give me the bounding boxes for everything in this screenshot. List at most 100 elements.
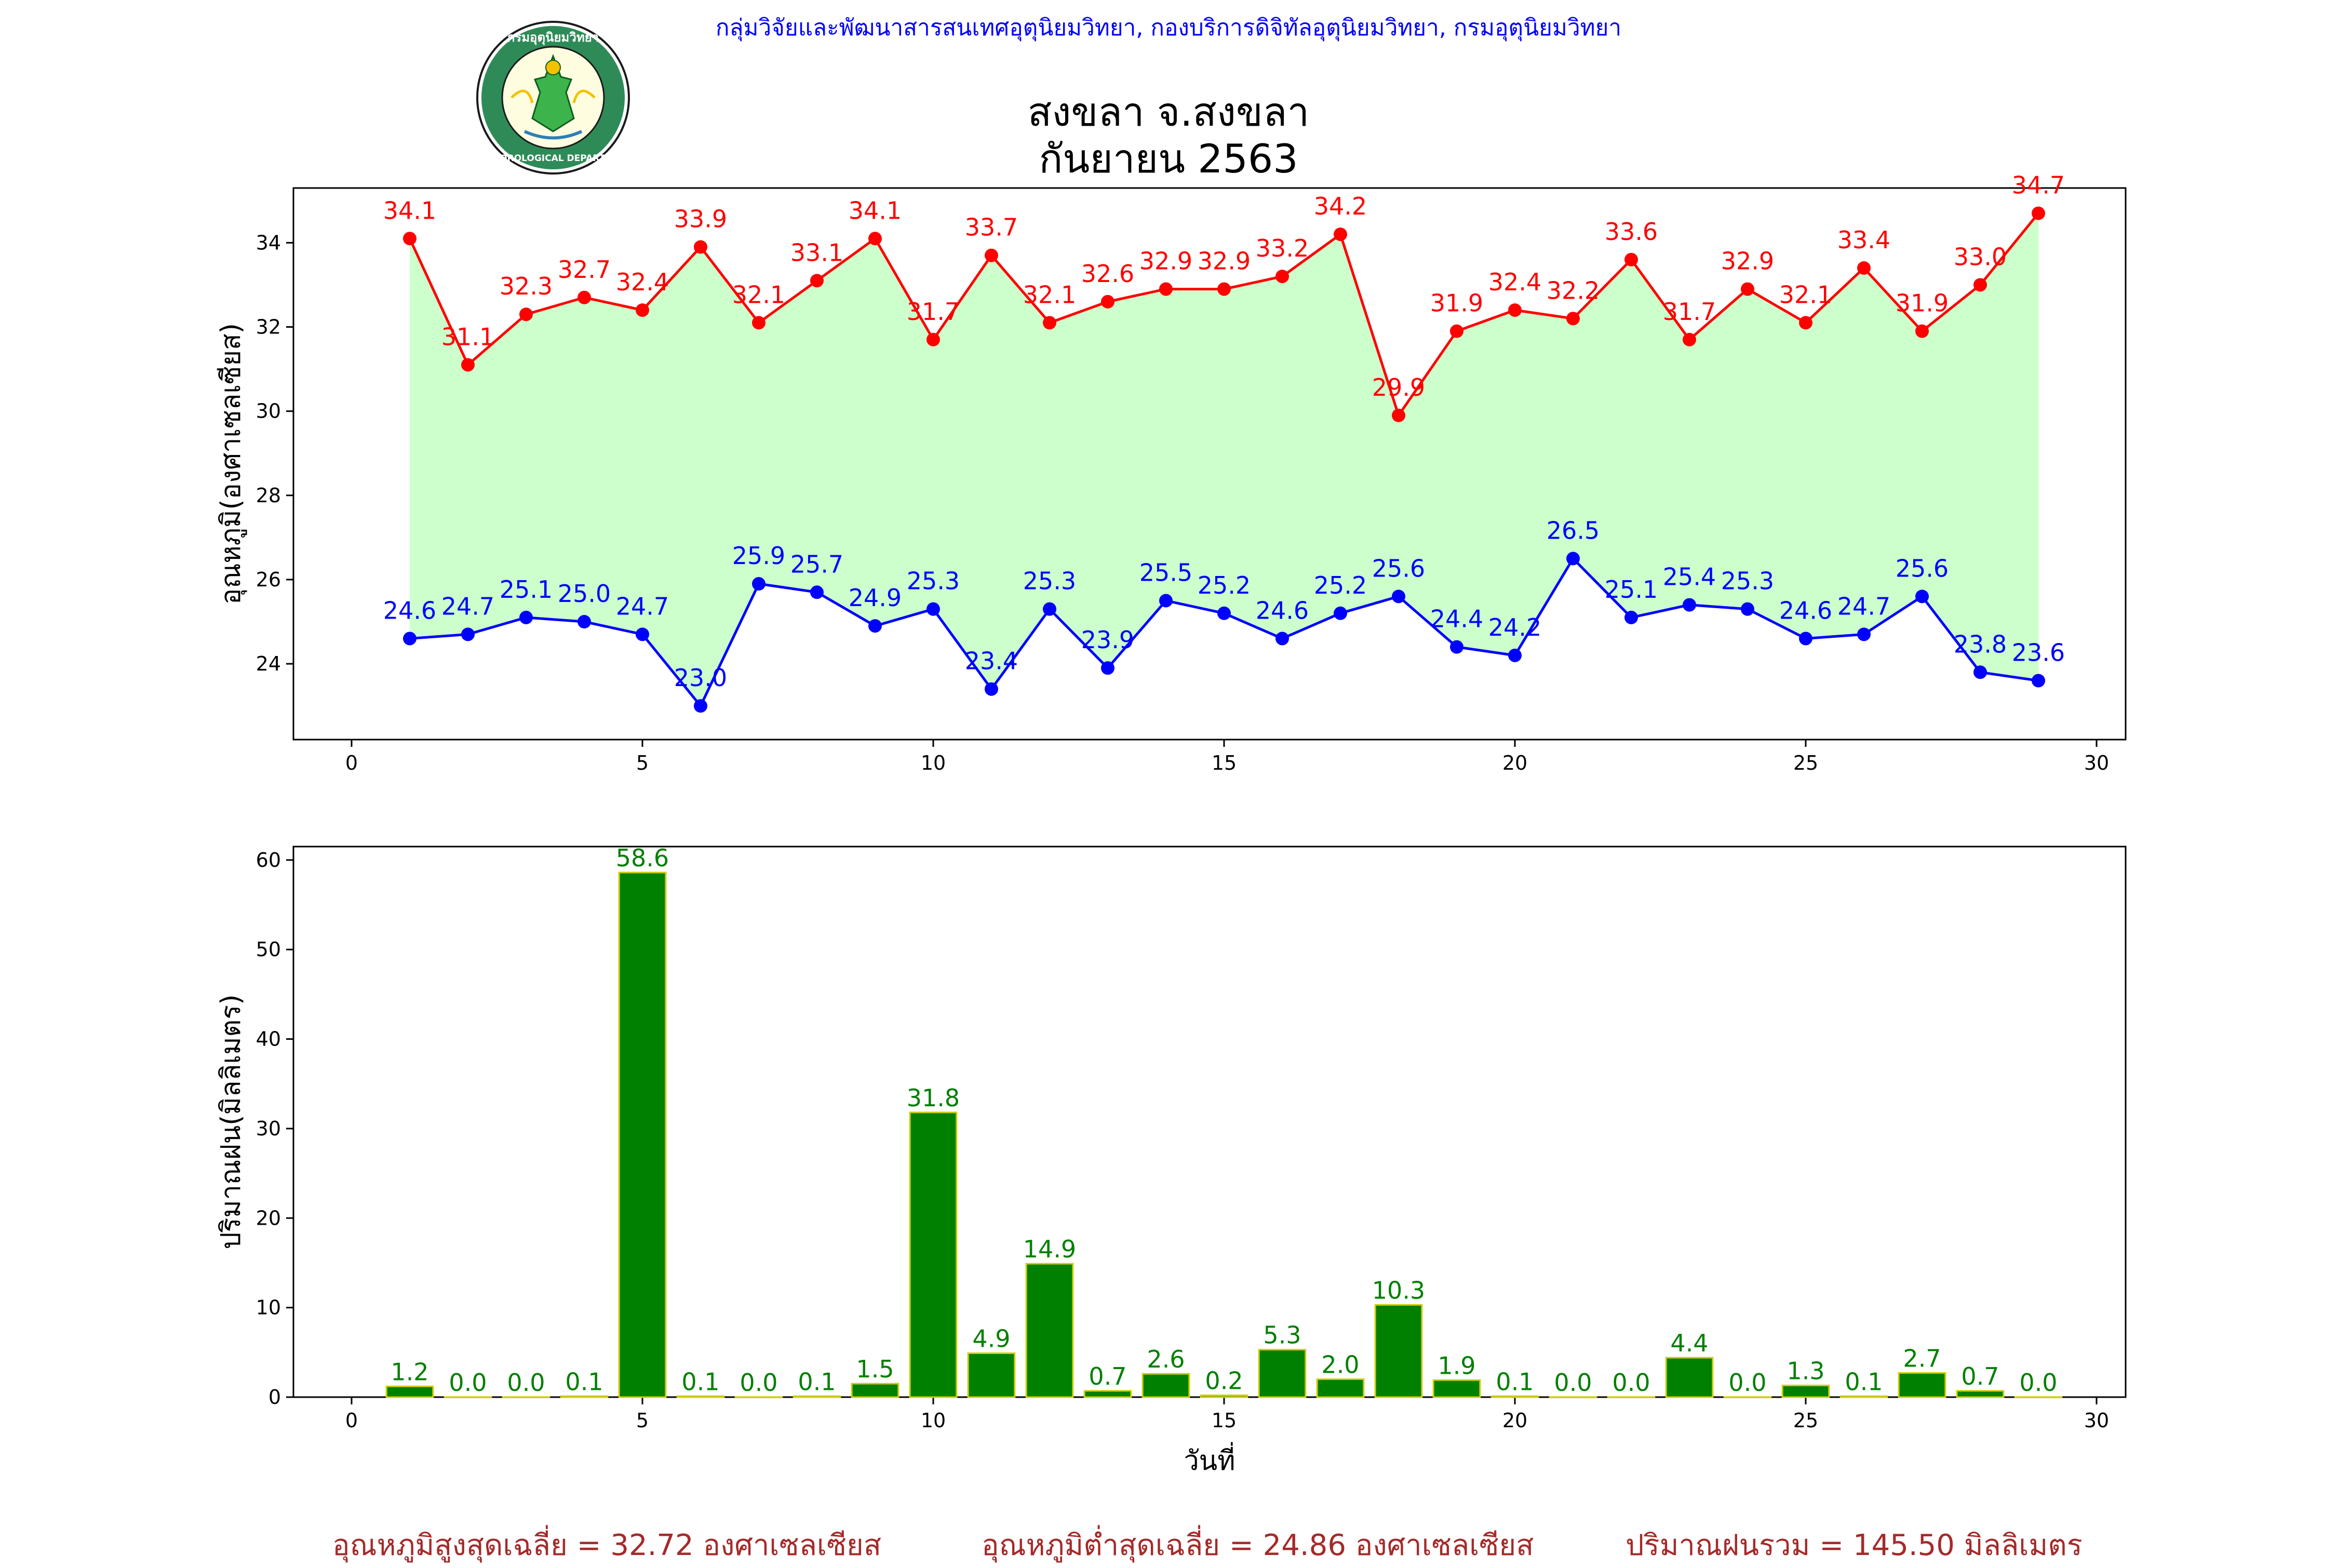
max-temp-label: 34.1 [383, 196, 436, 224]
rain-bar-label: 0.0 [449, 1369, 487, 1397]
total-rain-summary: ปริมาณฝนรวม = 145.50 มิลลิเมตร [1626, 1529, 2083, 1562]
max-temp-point [577, 290, 591, 304]
rain-bar-label: 2.6 [1147, 1345, 1185, 1373]
max-temp-label: 34.1 [849, 196, 902, 224]
rain-plot-frame [292, 846, 2127, 1398]
max-temp-label: 31.7 [907, 298, 960, 326]
max-temp-label: 32.9 [1721, 247, 1774, 275]
max-temp-point [1392, 408, 1405, 422]
max-temp-label: 32.3 [500, 272, 553, 300]
rain-x-tick-label: 5 [636, 1409, 649, 1432]
max-temp-point [926, 332, 940, 346]
temperature-range-band [410, 213, 2038, 706]
rain-y-tick-label: 0 [268, 1386, 281, 1409]
max-temp-point [694, 240, 707, 254]
min-temp-point [1624, 610, 1638, 624]
rain-bar-label: 0.0 [1728, 1369, 1766, 1397]
temp-y-axis-label: อุณหภูมิ(องศาเซลเซียส) [216, 323, 247, 605]
rain-bar-label: 0.1 [1845, 1368, 1883, 1396]
min-temp-point [868, 619, 882, 633]
max-temp-label: 29.9 [1372, 373, 1425, 401]
max-temp-label: 32.4 [1488, 268, 1541, 296]
max-temp-point [1450, 324, 1463, 338]
temperature-chart: 0 5 10 15 20 25 30 24 26 28 30 32 34 34.1 31.132.332.7… [216, 171, 2127, 774]
rain-bar [1665, 1357, 1714, 1398]
min-temp-label: 25.7 [790, 550, 843, 578]
min-temp-point [1973, 665, 1987, 679]
min-temp-point [1508, 648, 1522, 662]
min-temp-label: 25.3 [907, 567, 960, 595]
min-temp-point [985, 682, 998, 696]
rain-bar [502, 1396, 550, 1398]
min-temp-point [636, 627, 649, 641]
rain-bar-label: 0.1 [1496, 1368, 1534, 1396]
min-temp-label: 24.9 [849, 584, 902, 612]
rain-bar [1200, 1395, 1248, 1398]
rain-bar-label: 0.0 [2019, 1369, 2057, 1397]
rain-y-tick-label: 50 [256, 938, 281, 961]
max-temp-label: 31.1 [441, 323, 494, 351]
rain-bar [909, 1111, 958, 1398]
max-temp-point [1857, 261, 1871, 275]
temp-y-tick-label: 32 [256, 316, 281, 339]
min-temp-point [1450, 640, 1463, 654]
rain-bar-label: 1.3 [1787, 1357, 1824, 1385]
min-temp-point [926, 602, 940, 616]
rain-bar-label: 0.1 [681, 1368, 719, 1396]
rain-bar [1374, 1304, 1423, 1398]
min-temp-label: 25.1 [1605, 575, 1658, 604]
rain-x-tick-label: 15 [1212, 1409, 1237, 1432]
rain-bar-label: 10.3 [1372, 1276, 1425, 1304]
min-temp-label: 24.4 [1430, 605, 1483, 633]
min-temp-label: 24.7 [1837, 592, 1890, 620]
rain-bar [1432, 1379, 1481, 1398]
min-temp-point [1275, 632, 1289, 646]
temp-x-tick-label: 15 [1212, 752, 1237, 774]
rain-x-axis-label: วันที่ [1184, 1442, 1235, 1477]
rain-bar [1549, 1396, 1597, 1398]
min-temp-label: 25.6 [1372, 554, 1425, 582]
rain-bar-label: 2.0 [1321, 1351, 1359, 1379]
rain-bar [1956, 1390, 2005, 1398]
rain-bar-label: 4.4 [1670, 1329, 1708, 1357]
min-temp-label: 23.0 [674, 664, 727, 692]
department-logo: กรมอุตุนิยมวิทยา METEOROLOGICAL DEPARTME… [475, 21, 631, 175]
rain-bar-label: 2.7 [1903, 1344, 1941, 1372]
max-temp-point [1101, 294, 1114, 309]
rain-y-tick-label: 30 [256, 1117, 281, 1140]
max-temp-label: 32.6 [1081, 260, 1134, 288]
min-temp-point [1799, 632, 1812, 646]
max-temp-label: 33.0 [1954, 243, 2007, 271]
min-temp-label: 23.8 [1954, 630, 2007, 658]
min-temp-label: 24.6 [383, 596, 436, 624]
min-temp-label: 23.9 [1081, 626, 1134, 654]
chart-title-station: สงขลา จ.สงขลา [1027, 89, 1310, 135]
rain-bar [2014, 1396, 2063, 1398]
min-temp-label: 25.5 [1139, 558, 1192, 586]
logo-text-top: กรมอุตุนิยมวิทยา [507, 30, 599, 46]
rain-bar-label: 0.0 [740, 1369, 777, 1397]
max-temp-label: 33.7 [965, 213, 1018, 242]
min-temp-point [1915, 589, 1929, 604]
chart-title-period: กันยายน 2563 [1039, 136, 1298, 182]
temp-y-tick-label: 26 [256, 568, 281, 591]
max-temp-point [868, 232, 882, 246]
min-temp-point [1159, 594, 1173, 608]
rain-y-tick-label: 10 [256, 1296, 281, 1319]
max-temp-label: 31.7 [1663, 298, 1716, 326]
min-temp-point [1101, 661, 1114, 675]
max-temp-label: 32.9 [1198, 247, 1251, 275]
min-temp-label: 24.7 [616, 592, 669, 620]
max-temp-label: 33.1 [790, 238, 843, 266]
min-temp-label: 24.6 [1256, 596, 1309, 624]
min-temp-label: 25.4 [1663, 563, 1716, 591]
temp-x-tick-label: 25 [1793, 752, 1818, 774]
rain-bar-label: 58.6 [616, 844, 669, 872]
rain-x-tick-label: 0 [345, 1409, 358, 1432]
max-temp-point [810, 274, 824, 288]
min-temp-label: 24.2 [1488, 613, 1541, 641]
min-temp-point [2032, 674, 2045, 688]
rain-bar [1723, 1396, 1772, 1398]
max-temp-point [752, 316, 765, 330]
min-temp-point [461, 627, 475, 641]
